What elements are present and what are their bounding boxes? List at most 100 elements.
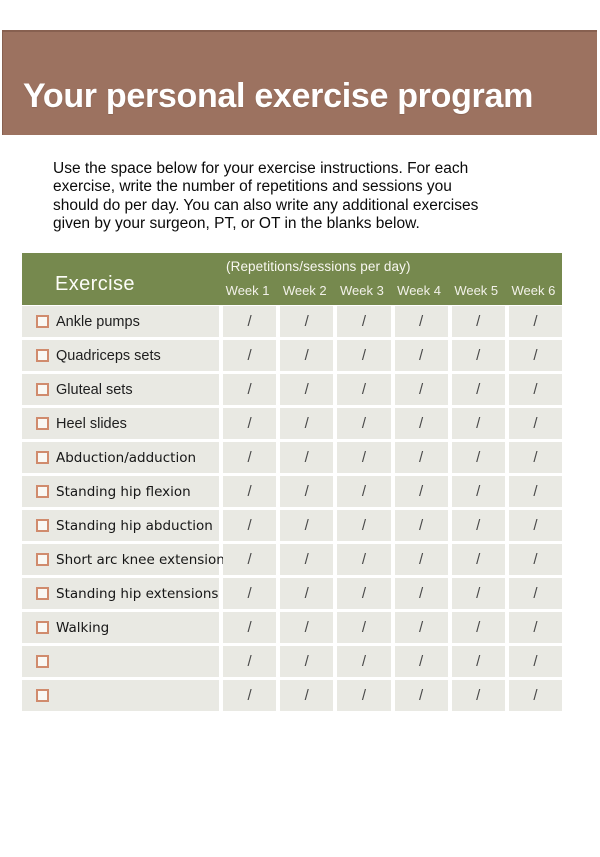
week-value-cell[interactable]: / [280,442,334,473]
week-value-cell[interactable]: / [394,442,448,473]
exercise-cell: Abduction/adduction [22,442,219,473]
week-value-cell[interactable]: / [451,578,505,609]
week-value-cell[interactable]: / [508,680,562,711]
week-value-cell[interactable]: / [394,612,448,643]
week-header-label: Week 6 [511,283,556,298]
week-value-cell[interactable]: / [451,442,505,473]
page-title: Your personal exercise program [23,76,534,115]
week-value-cell[interactable]: / [223,646,277,677]
week-value-cell[interactable]: / [337,646,391,677]
week-value-cell[interactable]: / [223,306,277,337]
week-value-cell[interactable]: / [394,680,448,711]
week-value-cell[interactable]: / [223,578,277,609]
week-value-cell[interactable]: / [337,476,391,507]
week-value-cell[interactable]: / [451,340,505,371]
week-value-cell[interactable]: / [223,680,277,711]
week-value-cell[interactable]: / [394,544,448,575]
exercise-checkbox[interactable] [36,655,49,668]
week-value-cell[interactable]: / [508,646,562,677]
week-value-cell[interactable]: / [451,306,505,337]
week-value-cell[interactable]: / [280,476,334,507]
week-value-cell[interactable]: / [337,374,391,405]
week-value-cell[interactable]: / [508,476,562,507]
week-value-cell[interactable]: / [337,680,391,711]
week-value-cell[interactable]: / [337,544,391,575]
week-value-cell[interactable]: / [508,442,562,473]
week-value-cell[interactable]: / [337,340,391,371]
week-value-cell[interactable]: / [508,374,562,405]
exercise-label: Walking [56,619,110,636]
week-value-cell[interactable]: / [508,340,562,371]
exercise-checkbox[interactable] [36,451,49,464]
week-value-cell[interactable]: / [280,306,334,337]
week-value-cell[interactable]: / [223,340,277,371]
week-value-cell[interactable]: / [508,612,562,643]
weeks-header-group: (Repetitions/sessions per day) Week 1 Wee… [219,253,562,305]
exercise-label: Quadriceps sets [56,347,161,364]
week-value-cell[interactable]: / [337,408,391,439]
week-value-cell[interactable]: / [394,306,448,337]
week-value-cell[interactable]: / [394,340,448,371]
week-value-cell[interactable]: / [280,510,334,541]
week-value-cell[interactable]: / [223,510,277,541]
title-banner: Your personal exercise program [2,30,597,135]
week-value-cell[interactable]: / [394,476,448,507]
exercise-checkbox[interactable] [36,689,49,702]
week-value-cell[interactable]: / [223,476,277,507]
week-value-cell[interactable]: / [508,306,562,337]
week-value-cell[interactable]: / [337,442,391,473]
week-value-cell[interactable]: / [451,544,505,575]
week-value-cell[interactable]: / [451,680,505,711]
table-body: Ankle pumps / / / / / / Quadriceps sets / / / / /… [22,306,562,711]
week-value-cell[interactable]: / [280,612,334,643]
week-value-cell[interactable]: / [508,510,562,541]
week-value-cell[interactable]: / [280,374,334,405]
week-value-cell[interactable]: / [508,578,562,609]
week-value-cell[interactable]: / [394,374,448,405]
week-value-cell[interactable]: / [223,544,277,575]
week-value-cell[interactable]: / [223,408,277,439]
week-value-cell[interactable]: / [280,680,334,711]
week-value-cell[interactable]: / [394,578,448,609]
exercise-checkbox[interactable] [36,553,49,566]
week-value-cell[interactable]: / [451,374,505,405]
week-value-cell[interactable]: / [508,544,562,575]
week-value-cell[interactable]: / [280,544,334,575]
week-value-cell[interactable]: / [451,612,505,643]
exercise-checkbox[interactable] [36,485,49,498]
week-value-cell[interactable]: / [451,646,505,677]
exercise-checkbox[interactable] [36,587,49,600]
week-value-cell[interactable]: / [280,340,334,371]
exercise-cell: Standing hip abduction [22,510,219,541]
week-value-cell[interactable]: / [337,612,391,643]
week-value-cell[interactable]: / [394,646,448,677]
week-value-cell[interactable]: / [337,578,391,609]
week-value-cell[interactable]: / [223,612,277,643]
exercise-label: Ankle pumps [56,313,140,330]
week-header-label: Week 3 [339,283,384,298]
exercise-checkbox[interactable] [36,315,49,328]
week-value-cell[interactable]: / [223,442,277,473]
week-value-cell[interactable]: / [280,408,334,439]
intro-paragraph: Use the space below for your exercise in… [53,160,479,233]
week-value-cell[interactable]: / [451,476,505,507]
week-value-cell[interactable]: / [508,408,562,439]
week-value-cell[interactable]: / [280,646,334,677]
exercise-checkbox[interactable] [36,519,49,532]
week-value-cell[interactable]: / [451,408,505,439]
exercise-checkbox[interactable] [36,349,49,362]
exercise-checkbox[interactable] [36,621,49,634]
week-value-cell[interactable]: / [337,306,391,337]
week-value-cell[interactable]: / [451,510,505,541]
week-value-cell[interactable]: / [337,510,391,541]
week-value-cell[interactable]: / [223,374,277,405]
week-value-cell[interactable]: / [394,510,448,541]
week-value-cell[interactable]: / [394,408,448,439]
exercise-checkbox[interactable] [36,417,49,430]
week-value-cell[interactable]: / [280,578,334,609]
exercise-cell [22,680,219,711]
exercise-cell: Standing hip flexion [22,476,219,507]
exercise-label: Standing hip extensions [56,585,219,602]
exercise-checkbox[interactable] [36,383,49,396]
exercise-cell: Standing hip extensions [22,578,219,609]
